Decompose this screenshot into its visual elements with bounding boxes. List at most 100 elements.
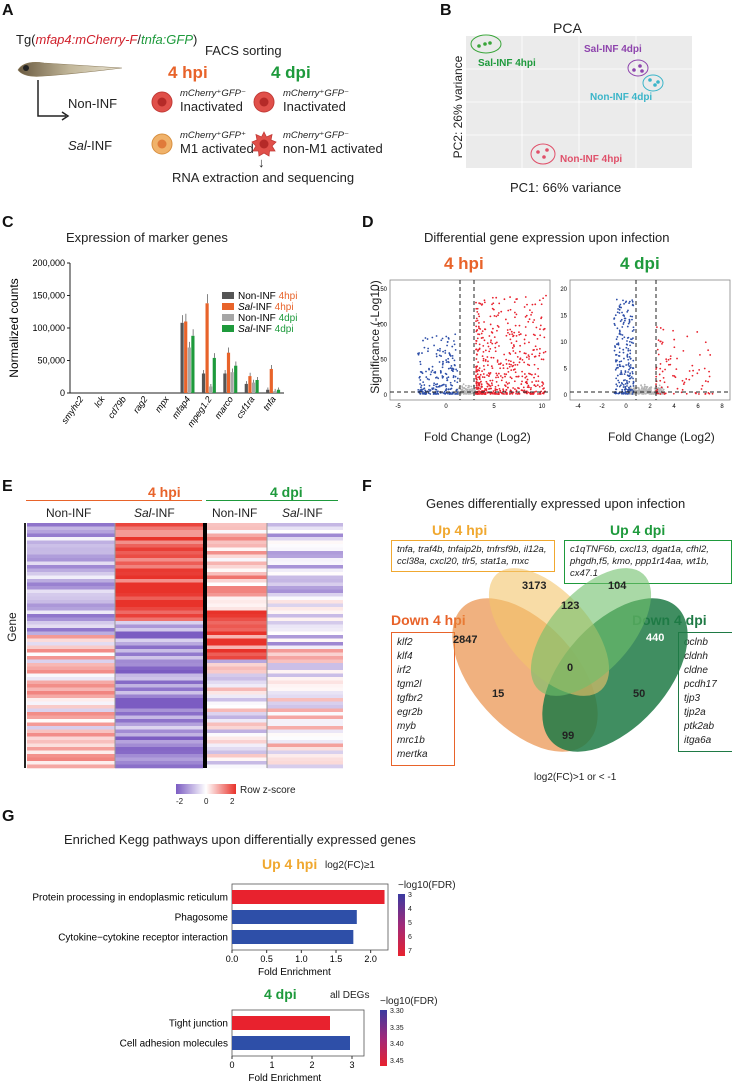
gene-point [524, 376, 527, 379]
x-axis-label: Fold Enrichment [258, 967, 331, 978]
gene-point [424, 389, 427, 392]
kegg-title: Enriched Kegg pathways upon differential… [64, 832, 416, 847]
pca-point [640, 69, 644, 73]
gene-point [685, 378, 688, 380]
heatmap-row [115, 635, 203, 639]
gene-point [628, 388, 630, 391]
heatmap-row [115, 719, 203, 723]
gene-point [512, 344, 515, 346]
legend-tick-label: 3 [408, 892, 412, 899]
gene-point [664, 368, 666, 371]
gene-point [439, 349, 441, 352]
gene-point [675, 368, 678, 371]
bar [276, 389, 281, 393]
gene-point [487, 375, 490, 377]
heatmap-row [27, 596, 115, 601]
heatmap-row [27, 533, 115, 538]
y-tick-label: 0 [60, 388, 65, 398]
gene-point [462, 393, 465, 395]
heatmap-row [115, 698, 203, 702]
gene-point [509, 328, 512, 331]
kegg-top-bar-chart: Protein processing in endoplasmic reticu… [32, 883, 389, 978]
heatmap-row [207, 628, 267, 632]
gene-point [615, 392, 618, 395]
gene-point [524, 381, 527, 384]
gene-point [477, 393, 479, 395]
gene-point [475, 320, 477, 323]
gene-point [445, 385, 447, 388]
gene-point [659, 379, 662, 382]
gene-point [694, 391, 697, 394]
gene-point [478, 333, 481, 336]
heatmap-row [207, 523, 267, 527]
gene-point [517, 375, 520, 378]
gene-point [526, 303, 528, 306]
heatmap-row [27, 614, 115, 618]
gene-point [429, 393, 432, 395]
gene-point [688, 378, 691, 381]
gene-point [692, 369, 695, 372]
gene-point [624, 301, 627, 304]
gene-point [655, 383, 657, 386]
gene-point [433, 393, 436, 395]
heatmap-row [27, 617, 115, 622]
gene-point [662, 376, 665, 379]
gene-point [620, 382, 623, 384]
gene-point [433, 371, 436, 374]
gene-point [496, 374, 499, 377]
heatmap-row [207, 705, 267, 709]
gene-point [627, 309, 629, 312]
gene-point [447, 376, 450, 379]
heatmap-row [115, 575, 203, 580]
panel-letter-b: B [440, 2, 452, 19]
heatmap-row [115, 642, 203, 646]
gene-point [422, 392, 425, 395]
gene-point [627, 362, 630, 365]
gene-point [510, 342, 513, 344]
gene-point [711, 392, 714, 395]
gene-point [661, 370, 664, 373]
gene-point [622, 365, 625, 368]
heatmap-row [267, 631, 343, 636]
cell-state-label: Inactivated [283, 99, 346, 114]
cell-state-label: Inactivated [180, 99, 243, 114]
heatmap-row [207, 582, 267, 587]
gene-name: ptk2ab [684, 721, 715, 732]
gene-point [504, 318, 507, 321]
bar [212, 357, 216, 393]
gene-point [497, 363, 500, 366]
heatmap-row [115, 761, 203, 765]
heatmap-row [27, 715, 115, 720]
cell-non-m1-activated-icon [251, 131, 277, 157]
gene-point [629, 366, 632, 369]
gene-point [491, 367, 494, 370]
gene-point [638, 389, 641, 392]
heatmap-row [207, 530, 267, 534]
gene-point [509, 338, 512, 341]
gene-point [480, 337, 483, 339]
gene-point [625, 392, 628, 395]
gene-point [620, 370, 623, 372]
gene-name: tjp2a [684, 707, 706, 718]
gene-point [495, 380, 498, 383]
heatmap-row [267, 523, 343, 527]
heatmap-row [207, 750, 267, 755]
heatmap-ylabel: Gene [5, 612, 19, 642]
gene-point [455, 368, 457, 371]
heatmap-row [115, 691, 203, 695]
gene-point [500, 362, 502, 365]
gene-point [659, 363, 662, 365]
heatmap-row [207, 561, 267, 566]
heatmap-row [27, 589, 115, 594]
gene-point [490, 356, 493, 359]
gene-point [505, 373, 508, 376]
gene-point [632, 380, 635, 383]
venn-criterion: log2(FC)>1 or < -1 [534, 772, 617, 783]
category-label: Cytokine−cytokine receptor interaction [58, 933, 228, 944]
gene-point [510, 392, 513, 394]
gene-point [477, 361, 480, 363]
gene-point [534, 345, 537, 348]
gene-point [615, 338, 618, 341]
gene-point [669, 363, 672, 366]
heatmap-row [27, 694, 115, 699]
